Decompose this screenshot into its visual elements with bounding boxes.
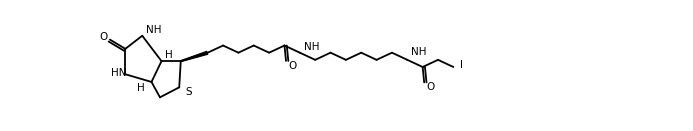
- Text: NH: NH: [304, 42, 319, 51]
- Text: HN: HN: [112, 68, 127, 78]
- Text: O: O: [100, 32, 108, 42]
- Text: O: O: [426, 82, 435, 92]
- Text: NH: NH: [146, 25, 161, 35]
- Text: I: I: [460, 61, 464, 70]
- Text: H: H: [166, 50, 173, 60]
- Text: O: O: [288, 61, 297, 70]
- Text: H: H: [137, 83, 145, 93]
- Text: S: S: [185, 87, 192, 97]
- Text: NH: NH: [411, 47, 427, 57]
